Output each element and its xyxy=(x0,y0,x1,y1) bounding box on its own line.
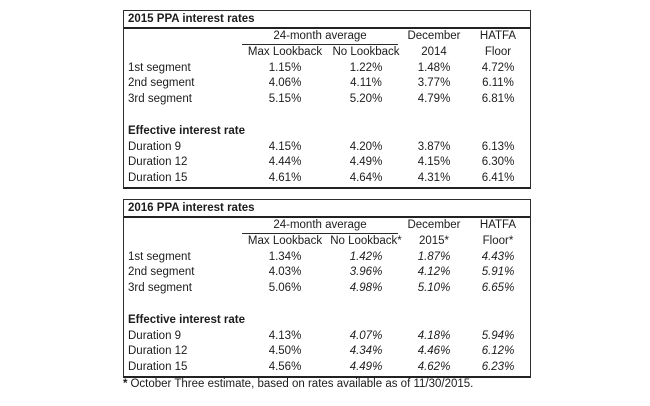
rate-value-estimate: 4.43% xyxy=(481,250,515,263)
table-grid-2015: 24-month average December HATFA Max Look… xyxy=(124,29,530,187)
header-max-lookback: Max Lookback xyxy=(247,234,323,247)
rate-value-estimate: 3.96% xyxy=(349,266,383,279)
rate-value: 4.72% xyxy=(481,61,515,74)
rate-value-estimate: 4.46% xyxy=(417,345,451,358)
header-floor: Floor* xyxy=(482,234,514,247)
rate-value-estimate: 4.34% xyxy=(349,345,383,358)
rate-value-estimate: 5.94% xyxy=(481,329,515,342)
footnote-asterisk: * xyxy=(123,378,128,390)
rate-value: 4.50% xyxy=(268,345,302,358)
header-floor: Floor xyxy=(484,45,512,58)
ppa-rates-table-2016: 2016 PPA interest rates 24-month average… xyxy=(123,199,531,378)
rate-value: 4.49% xyxy=(349,156,383,169)
rate-value: 5.20% xyxy=(349,93,383,106)
rate-value: 4.06% xyxy=(268,77,302,90)
row-label: 3rd segment xyxy=(128,282,192,295)
rate-value-estimate: 6.12% xyxy=(481,345,515,358)
header-december: December xyxy=(407,30,461,42)
section-label-effective-interest-rate: Effective interest rate xyxy=(128,313,245,326)
ppa-rates-table-2015: 2015 PPA interest rates 24-month average… xyxy=(123,10,531,189)
rate-value-estimate: 6.65% xyxy=(481,282,515,295)
header-max-lookback: Max Lookback xyxy=(247,45,323,58)
header-spacer xyxy=(124,45,240,61)
rate-value: 4.61% xyxy=(268,172,302,185)
rate-value: 6.11% xyxy=(482,77,514,90)
rate-value-estimate: 4.07% xyxy=(349,329,383,342)
footnote-text: October Three estimate, based on rates a… xyxy=(130,378,474,390)
rate-value-estimate: 4.12% xyxy=(417,266,451,279)
rate-value: 5.06% xyxy=(268,282,302,295)
rate-value-estimate: 6.23% xyxy=(481,361,515,374)
rate-value: 5.15% xyxy=(268,93,302,106)
rate-value-estimate: 1.42% xyxy=(349,250,383,263)
rate-value-estimate: 4.62% xyxy=(417,361,451,374)
table-title-2016: 2016 PPA interest rates xyxy=(124,200,530,218)
row-label: 3rd segment xyxy=(128,93,192,106)
header-no-lookback: No Lookback xyxy=(332,45,400,58)
rate-value: 4.13% xyxy=(268,329,302,342)
row-label: 2nd segment xyxy=(128,77,195,90)
row-label: Duration 9 xyxy=(128,329,182,342)
rate-value-estimate: 5.91% xyxy=(481,266,515,279)
rate-value: 4.56% xyxy=(268,361,302,374)
rate-value: 4.64% xyxy=(349,172,383,185)
row-label: Duration 12 xyxy=(128,156,188,169)
header-spacer xyxy=(124,218,240,234)
header-no-lookback: No Lookback* xyxy=(330,234,402,247)
header-spacer xyxy=(124,29,240,45)
section-label-effective-interest-rate: Effective interest rate xyxy=(128,124,245,137)
rate-value-estimate: 4.49% xyxy=(349,361,383,374)
row-label: Duration 15 xyxy=(128,361,188,374)
rate-value: 1.22% xyxy=(349,61,383,74)
rate-value: 1.48% xyxy=(417,61,451,74)
row-label: 1st segment xyxy=(128,250,191,263)
header-hatfa: HATFA xyxy=(479,219,517,231)
blank-row xyxy=(124,297,530,313)
rate-value: 1.34% xyxy=(268,250,302,263)
rate-value: 6.81% xyxy=(481,93,515,106)
header-december: December xyxy=(407,219,461,231)
rate-value: 4.15% xyxy=(417,156,451,169)
row-label: Duration 15 xyxy=(128,172,188,185)
table-grid-2016: 24-month average December HATFA Max Look… xyxy=(124,218,530,376)
rate-value-estimate: 5.10% xyxy=(417,282,451,295)
rate-value: 6.30% xyxy=(481,156,515,169)
rate-value: 3.87% xyxy=(417,140,451,153)
footnote: * October Three estimate, based on rates … xyxy=(123,377,473,392)
group-header-24-month-average: 24-month average xyxy=(242,29,398,45)
header-year: 2014 xyxy=(421,45,447,58)
header-hatfa: HATFA xyxy=(479,30,517,42)
rate-value-estimate: 4.18% xyxy=(417,329,451,342)
rate-value: 4.11% xyxy=(350,77,382,90)
rate-value: 1.15% xyxy=(268,61,302,74)
rate-value: 4.03% xyxy=(268,266,302,279)
header-spacer xyxy=(124,234,240,250)
blank-row xyxy=(124,108,530,124)
rate-value-estimate: 4.98% xyxy=(349,282,383,295)
rate-value: 4.79% xyxy=(417,93,451,106)
row-label: Duration 9 xyxy=(128,140,182,153)
table-title-2015: 2015 PPA interest rates xyxy=(124,11,530,29)
rate-value: 4.31% xyxy=(417,172,451,185)
row-label: 1st segment xyxy=(128,61,191,74)
rate-value: 6.13% xyxy=(481,140,515,153)
rate-value: 3.77% xyxy=(417,77,451,90)
group-header-24-month-average: 24-month average xyxy=(242,218,398,234)
rate-value: 4.15% xyxy=(268,140,302,153)
rate-value: 4.44% xyxy=(268,156,302,169)
row-label: 2nd segment xyxy=(128,266,195,279)
rate-value-estimate: 1.87% xyxy=(417,250,451,263)
header-year: 2015* xyxy=(418,234,450,247)
rate-value: 4.20% xyxy=(349,140,383,153)
row-label: Duration 12 xyxy=(128,345,188,358)
rate-value: 6.41% xyxy=(481,172,515,185)
